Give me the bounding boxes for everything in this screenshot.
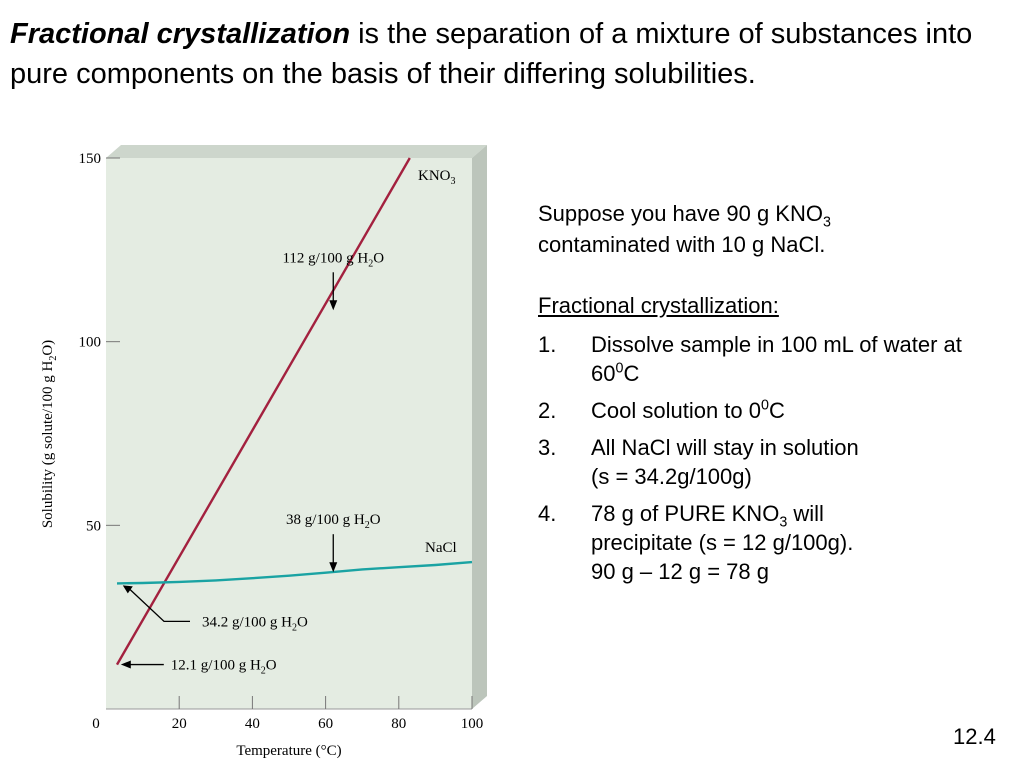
step-number: 4.: [538, 501, 557, 526]
step-text-tail: C: [768, 398, 785, 423]
scenario-line-1-sub: 3: [822, 214, 831, 231]
step-text-line-2: precipitate (s = 12 g/100g).: [591, 530, 854, 555]
annotation-text: 112 g/100 g H: [282, 250, 368, 266]
x-tick-label: 20: [172, 716, 187, 732]
step-sup: 0: [761, 397, 769, 414]
annotation-sub: 2: [368, 258, 373, 269]
y-tick-label: 100: [79, 335, 102, 351]
scenario-line-2: contaminated with 10 g NaCl.: [538, 232, 826, 257]
annotation-text-tail: O: [373, 250, 384, 266]
series-layer: KNO3 NaCl: [115, 157, 473, 666]
annotation-sub: 2: [365, 520, 370, 531]
step-sup: 0: [615, 360, 624, 377]
annotation-text-tail: O: [297, 614, 308, 630]
annotation-label: 34.2 g/100 g H2O: [202, 614, 308, 633]
step-number: 2.: [538, 398, 557, 423]
annotation-text: 38 g/100 g H: [286, 512, 365, 528]
series-label-text: NaCl: [425, 540, 457, 556]
annotation-text: 12.1 g/100 g H: [171, 658, 261, 674]
annotation-text: 34.2 g/100 g H: [202, 614, 292, 630]
step-number: 1.: [538, 332, 557, 357]
series-label-sub: 3: [451, 176, 456, 187]
y-axis-label-post: O): [40, 340, 56, 356]
y-axis-label: Solubility (g solute/100 g H2O): [40, 340, 59, 528]
x-tick-label: 100: [461, 716, 484, 732]
series-label-text: KNO: [418, 168, 451, 184]
scenario-line-1: Suppose you have 90 g KNO3: [538, 198, 1008, 231]
annotation-arrow-head: [120, 660, 131, 669]
annotation-leader-line: [128, 587, 190, 623]
annotation-4: 12.1 g/100 g H2O: [120, 658, 277, 677]
y-tick-label: 50: [86, 518, 101, 534]
method-step-2: 2. Cool solution to 00C: [538, 396, 1008, 425]
headline-term: Fractional crystallization: [10, 18, 351, 50]
method-step-3: 3. All NaCl will stay in solution (s = 3…: [538, 433, 1008, 491]
x-axis-ticks: 0 20 40 60 80 100: [92, 696, 483, 732]
x-tick-label: 60: [318, 716, 333, 732]
scenario-text: Suppose you have 90 g KNO3 contaminated …: [538, 198, 1008, 260]
y-axis-label-sub: 2: [48, 356, 59, 361]
y-axis-label-pre: Solubility (g solute/100 g H: [40, 360, 56, 528]
step-text-line-2: (s = 34.2g/100g): [591, 464, 752, 489]
series-label-kno: KNO3: [418, 168, 456, 187]
annotation-1: 112 g/100 g H2O: [282, 250, 384, 311]
step-text: 78 g of PURE KNO3 will: [591, 499, 1008, 531]
annotation-arrow-head: [329, 300, 338, 311]
headline-rest: is the separation of a mixture of substa…: [10, 18, 973, 90]
solubility-chart: 50 100 150 0 20 40 60 80 100 KNO3 NaCl 112 g/100…: [40, 145, 487, 759]
method-list: Fractional crystallization: 1. Dissolve …: [538, 291, 1008, 594]
series-line-nacl: [116, 560, 473, 585]
annotation-text-tail: O: [266, 658, 277, 674]
series-line-kno: [115, 157, 411, 666]
x-tick-label: 0: [92, 716, 100, 732]
y-axis-ticks: 50 100 150: [79, 151, 120, 534]
x-tick-label: 40: [245, 716, 260, 732]
step-text-tail: will: [787, 501, 824, 526]
step-text-line-3: 90 g – 12 g = 78 g: [591, 559, 769, 584]
annotation-text-tail: O: [370, 512, 381, 528]
annotation-arrow-head: [329, 562, 338, 573]
annotation-label: 112 g/100 g H2O: [282, 250, 384, 269]
headline: Fractional crystallization is the separa…: [10, 14, 1000, 94]
annotation-label: 12.1 g/100 g H2O: [171, 658, 277, 677]
step-number: 3.: [538, 435, 557, 460]
method-heading: Fractional crystallization:: [538, 293, 779, 318]
method-step-4: 4. 78 g of PURE KNO3 will precipitate (s…: [538, 499, 1008, 586]
step-text-pre: 78 g of PURE KNO: [591, 501, 780, 526]
slide-number: 12.4: [953, 724, 996, 749]
annotation-label: 38 g/100 g H2O: [286, 512, 381, 531]
annotation-3: 34.2 g/100 g H2O: [122, 585, 308, 633]
annotation-sub: 2: [292, 622, 297, 633]
scenario-line-1-text: Suppose you have 90 g KNO: [538, 201, 823, 226]
step-text: Cool solution to 0: [591, 398, 761, 423]
annotation-arrow-head: [122, 585, 133, 594]
series-label-nacl: NaCl: [425, 540, 457, 556]
y-tick-label: 150: [79, 151, 102, 167]
annotation-2: 38 g/100 g H2O: [286, 512, 381, 573]
x-tick-label: 80: [391, 716, 406, 732]
annotation-sub: 2: [261, 666, 266, 677]
step-text-tail: C: [623, 361, 640, 386]
step-text: All NaCl will stay in solution: [591, 435, 859, 460]
step-text: Dissolve sample in 100 mL of water at 60: [591, 332, 962, 386]
step-sub: 3: [779, 514, 788, 531]
plot-top-edge: [106, 145, 487, 158]
plot-right-edge: [472, 145, 487, 709]
plot-area: [106, 158, 472, 709]
method-step-1: 1. Dissolve sample in 100 mL of water at…: [538, 330, 1008, 388]
x-axis-label: Temperature (°C): [236, 743, 341, 759]
